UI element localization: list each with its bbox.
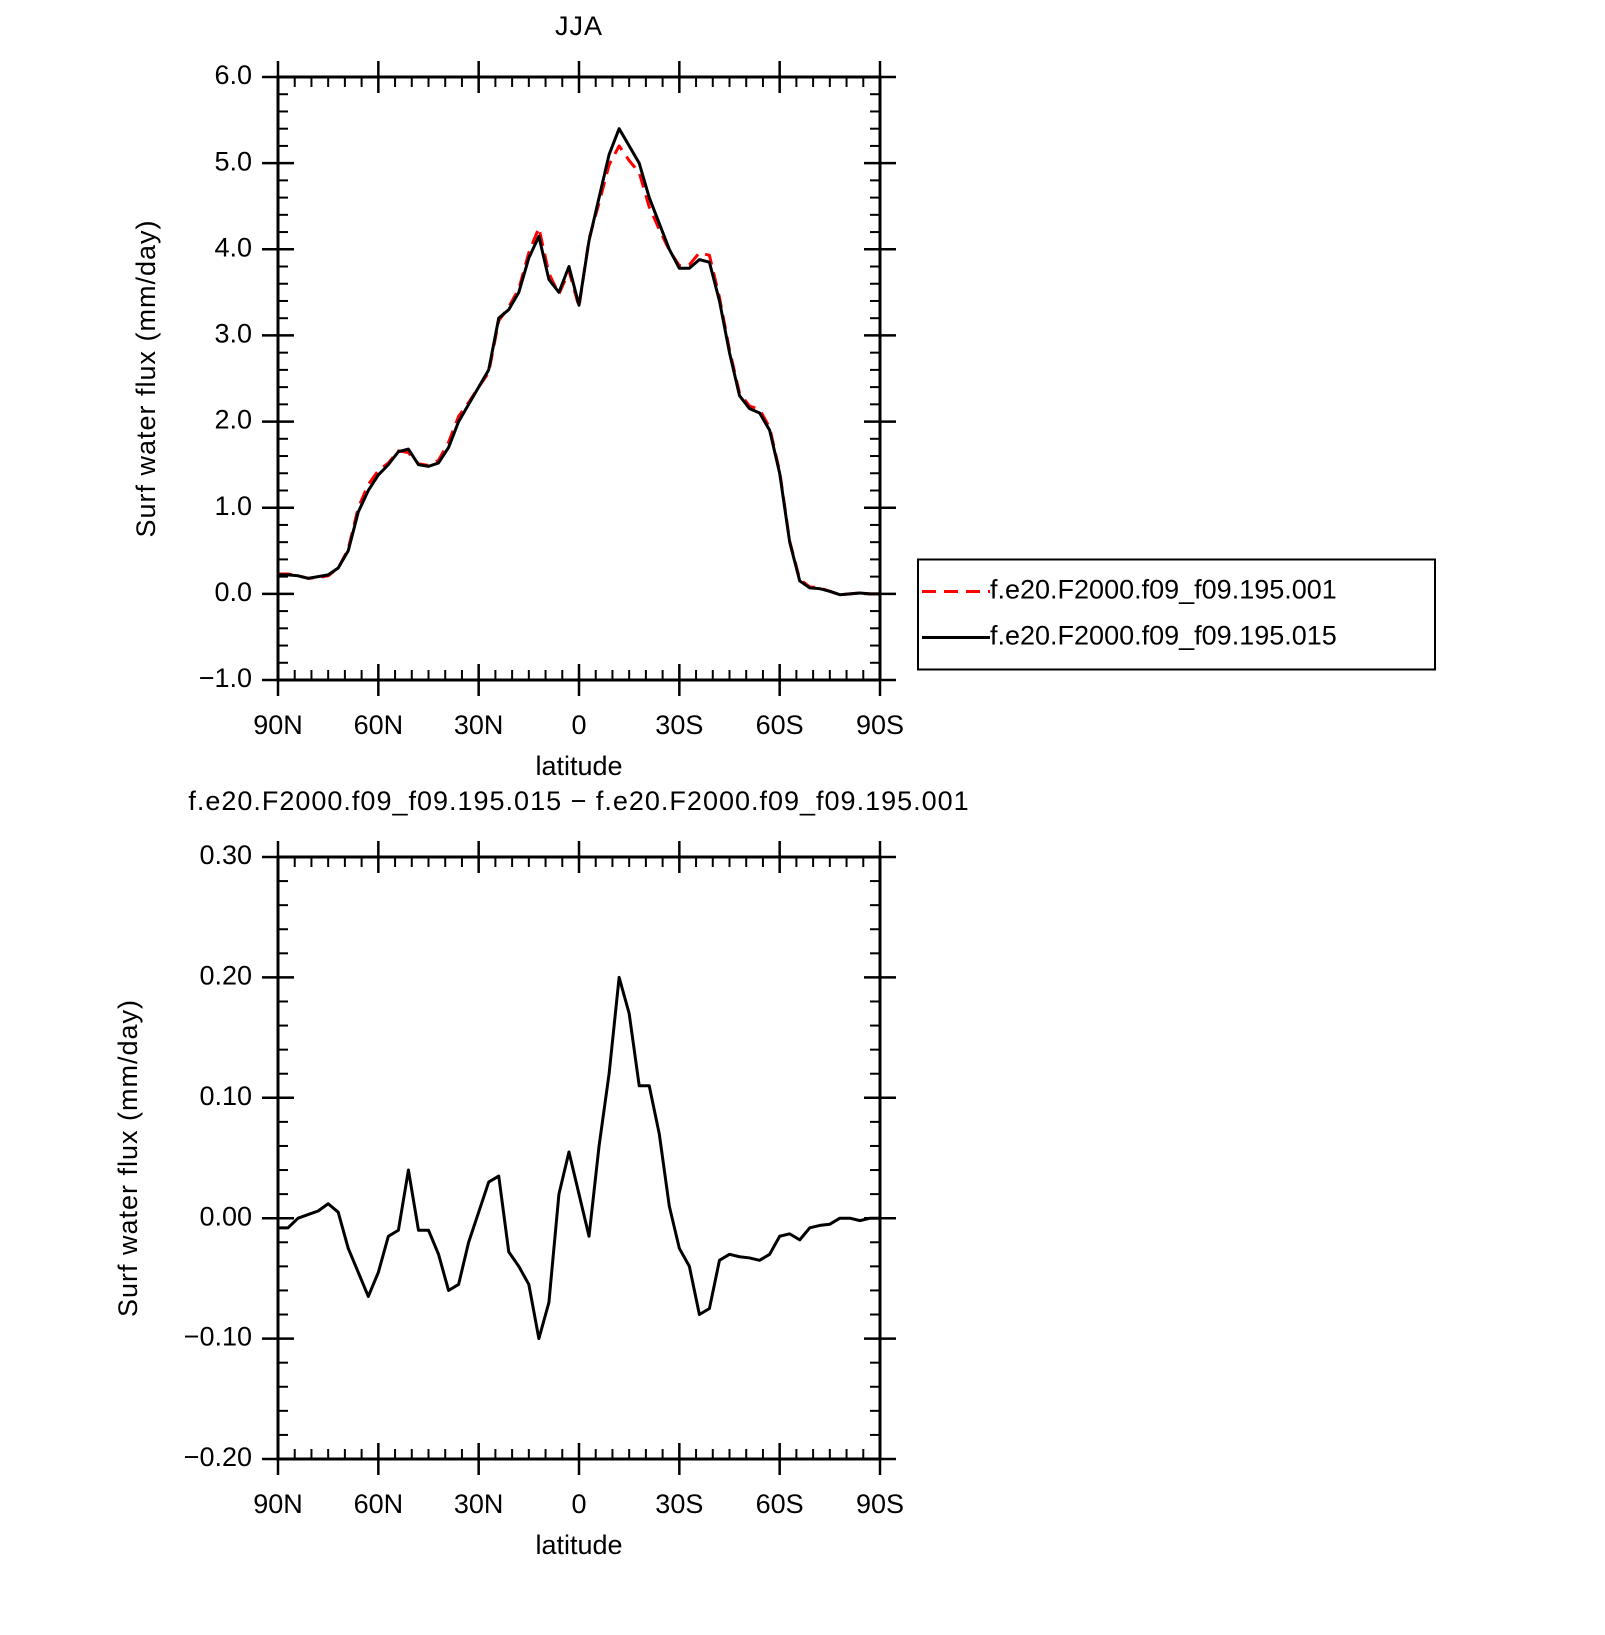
legend-box (917, 558, 1436, 671)
data-line (278, 144, 880, 597)
x-axis-label: latitude (535, 751, 622, 781)
y-tick-label: 0.20 (199, 961, 252, 991)
x-tick-label: 60N (354, 710, 404, 740)
y-axis-label: Surf water flux (mm/day) (131, 219, 161, 537)
y-tick-label: 5.0 (214, 146, 252, 176)
x-tick-label: 60N (354, 1489, 404, 1519)
x-tick-label: 90S (856, 710, 904, 740)
chart-title: f.e20.F2000.f09_f09.195.015 − f.e20.F200… (188, 786, 969, 816)
y-tick-label: −0.20 (184, 1442, 252, 1472)
y-tick-label: 2.0 (214, 405, 252, 435)
y-tick-label: 0.00 (199, 1201, 252, 1231)
x-tick-label: 0 (571, 1489, 586, 1519)
x-axis-label: latitude (535, 1530, 622, 1560)
y-tick-label: −0.10 (184, 1322, 252, 1352)
y-tick-label: 0.0 (214, 577, 252, 607)
x-tick-label: 30N (454, 710, 504, 740)
x-tick-label: 60S (756, 710, 804, 740)
x-tick-label: 0 (571, 710, 586, 740)
x-tick-label: 60S (756, 1489, 804, 1519)
x-tick-label: 90S (856, 1489, 904, 1519)
y-tick-label: 0.10 (199, 1081, 252, 1111)
y-tick-label: 1.0 (214, 491, 252, 521)
plot-frame (276, 75, 882, 682)
y-tick-label: 3.0 (214, 319, 252, 349)
x-tick-label: 30S (655, 710, 703, 740)
legend-label: f.e20.F2000.f09_f09.195.015 (990, 621, 1337, 651)
plot-frame (276, 855, 882, 1461)
y-axis-label: Surf water flux (mm/day) (113, 999, 143, 1317)
x-tick-label: 90N (253, 710, 303, 740)
y-tick-label: 4.0 (214, 232, 252, 262)
x-tick-label: 30N (454, 1489, 504, 1519)
y-tick-label: −1.0 (199, 663, 252, 693)
data-line (278, 975, 880, 1341)
x-tick-label: 90N (253, 1489, 303, 1519)
legend-label: f.e20.F2000.f09_f09.195.001 (990, 575, 1337, 605)
data-line (278, 127, 880, 597)
y-tick-label: 0.30 (199, 840, 252, 870)
chart-title: JJA (555, 11, 603, 41)
y-tick-label: 6.0 (214, 60, 252, 90)
x-tick-label: 30S (655, 1489, 703, 1519)
